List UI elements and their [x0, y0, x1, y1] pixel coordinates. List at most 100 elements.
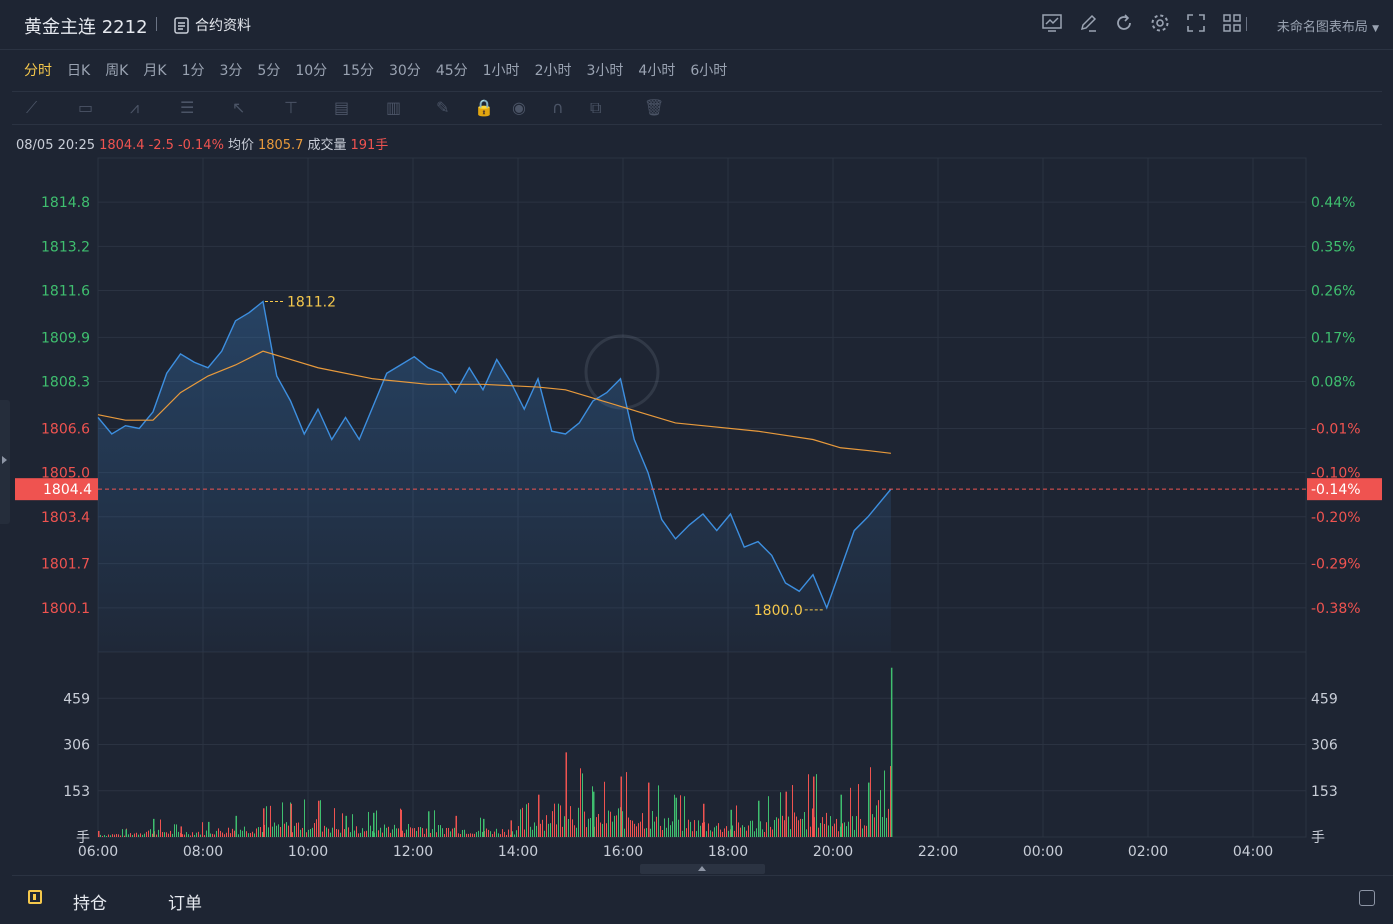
text-tool-icon[interactable]: ▤	[334, 98, 350, 117]
volume-bar	[708, 823, 709, 837]
volume-bar	[270, 805, 271, 837]
volume-bar	[120, 835, 121, 837]
pct-tick-label: -0.20%	[1311, 510, 1361, 526]
volume-bar	[368, 811, 369, 837]
popout-icon[interactable]	[1359, 890, 1375, 906]
period-tab[interactable]: 5分	[257, 63, 281, 79]
volume-bar	[596, 817, 597, 837]
volume-bar	[410, 827, 411, 837]
volume-bar	[202, 822, 203, 837]
pattern-tool-icon[interactable]: ⩘	[130, 98, 140, 117]
lock-icon[interactable]: 🔒	[474, 98, 494, 117]
fib-tool-icon[interactable]: ☰	[180, 98, 195, 117]
volume-bar	[250, 833, 251, 837]
period-tab[interactable]: 15分	[342, 63, 374, 79]
chart-icon[interactable]	[1041, 12, 1063, 34]
contract-info-link[interactable]: 合约资料	[174, 15, 251, 35]
period-tab[interactable]: 1小时	[482, 63, 520, 79]
volume-bar	[740, 827, 741, 837]
period-tab[interactable]: 2小时	[534, 63, 572, 79]
period-tab[interactable]: 分时	[24, 63, 52, 79]
tab-positions[interactable]: 持仓	[73, 894, 107, 914]
volume-bar	[874, 817, 875, 837]
rect-tool-icon[interactable]: ▭	[78, 98, 94, 117]
trash-icon[interactable]: 🗑	[644, 98, 665, 117]
volume-bar	[344, 829, 345, 837]
divider	[1246, 17, 1247, 31]
clone-icon[interactable]: ⧉	[590, 98, 602, 117]
volume-bar	[736, 805, 737, 837]
volume-bar	[522, 807, 523, 837]
eye-icon[interactable]: ◉	[512, 98, 526, 117]
volume-bar	[280, 826, 281, 837]
period-tab[interactable]: 4小时	[638, 63, 676, 79]
volume-bar	[122, 829, 123, 837]
bar-tool-icon[interactable]: ▥	[386, 98, 402, 117]
line-tool-icon[interactable]: ⟋	[26, 98, 38, 117]
volume-bar	[664, 818, 665, 837]
instrument-title[interactable]: 黄金主连 2212	[24, 17, 148, 38]
volume-bar	[114, 834, 115, 837]
gear-icon[interactable]	[1149, 12, 1171, 34]
sidebar-expand-tab[interactable]	[0, 400, 10, 524]
volume-bar	[642, 813, 643, 837]
volume-bar	[844, 822, 845, 837]
period-tab[interactable]: 3分	[219, 63, 243, 79]
refresh-icon[interactable]	[1113, 12, 1135, 34]
time-tick-label: 00:00	[1023, 844, 1063, 860]
arrow-tool-icon[interactable]: ↖	[232, 98, 246, 117]
time-tick-label: 04:00	[1233, 844, 1273, 860]
tab-orders[interactable]: 订单	[168, 894, 202, 914]
brush-icon[interactable]: ✎	[436, 98, 450, 117]
panel-toggle-icon[interactable]	[28, 890, 42, 904]
volume-bar	[784, 820, 785, 837]
volume-bar	[180, 826, 182, 837]
volume-bar	[750, 820, 751, 837]
volume-bar	[322, 831, 323, 837]
volume-bar	[406, 829, 407, 837]
period-tab[interactable]: 30分	[388, 63, 421, 79]
volume-bar	[600, 822, 601, 837]
magnet-icon[interactable]: ∩	[552, 98, 564, 117]
volume-bar	[656, 816, 657, 837]
info-avg-value: 1805.7	[257, 138, 304, 153]
fullscreen-icon[interactable]	[1185, 12, 1207, 34]
intraday-chart[interactable]: 1811.2 1800.0 1814.8 0.44% 1813.2 0.35% 1811.6…	[12, 152, 1382, 864]
volume-bar	[836, 818, 837, 837]
current-pct-label: -0.14%	[1311, 482, 1361, 498]
pct-tick-label: -0.01%	[1311, 421, 1361, 437]
volume-bar	[138, 834, 139, 837]
volume-bar	[768, 796, 769, 837]
volume-bar	[310, 829, 311, 837]
period-tab[interactable]: 10分	[295, 63, 328, 79]
period-tab[interactable]: 周K	[105, 63, 129, 79]
volume-bar	[884, 770, 885, 837]
volume-bar	[98, 830, 100, 837]
volume-bar	[604, 781, 605, 837]
volume-bar	[450, 831, 451, 837]
edit-icon[interactable]	[1077, 12, 1099, 34]
measure-tool-icon[interactable]: ⊤	[284, 98, 298, 117]
period-tab[interactable]: 3小时	[586, 63, 624, 79]
volume-bar	[764, 831, 765, 837]
volume-bar	[782, 815, 783, 837]
volume-bar	[578, 807, 579, 837]
volume-bar	[416, 830, 417, 837]
volume-bar	[520, 809, 521, 837]
panel-resize-handle[interactable]	[640, 864, 765, 874]
volume-bar	[510, 820, 512, 837]
volume-bar	[778, 818, 779, 837]
period-tab[interactable]: 1分	[181, 63, 205, 79]
volume-bar	[318, 800, 320, 837]
period-tab[interactable]: 日K	[67, 63, 91, 79]
volume-bar	[508, 829, 509, 837]
volume-bar	[140, 833, 141, 837]
grid-icon[interactable]	[1221, 12, 1243, 34]
period-tab[interactable]: 45分	[435, 63, 468, 79]
volume-bar	[518, 826, 519, 837]
period-tab[interactable]: 月K	[143, 63, 167, 79]
layout-dropdown[interactable]: 未命名图表布局 ▼	[1277, 16, 1379, 35]
price-line	[97, 300, 892, 610]
period-tab[interactable]: 6小时	[690, 63, 728, 79]
volume-bar	[210, 833, 211, 837]
